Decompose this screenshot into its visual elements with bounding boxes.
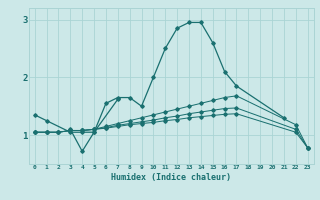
X-axis label: Humidex (Indice chaleur): Humidex (Indice chaleur) <box>111 173 231 182</box>
